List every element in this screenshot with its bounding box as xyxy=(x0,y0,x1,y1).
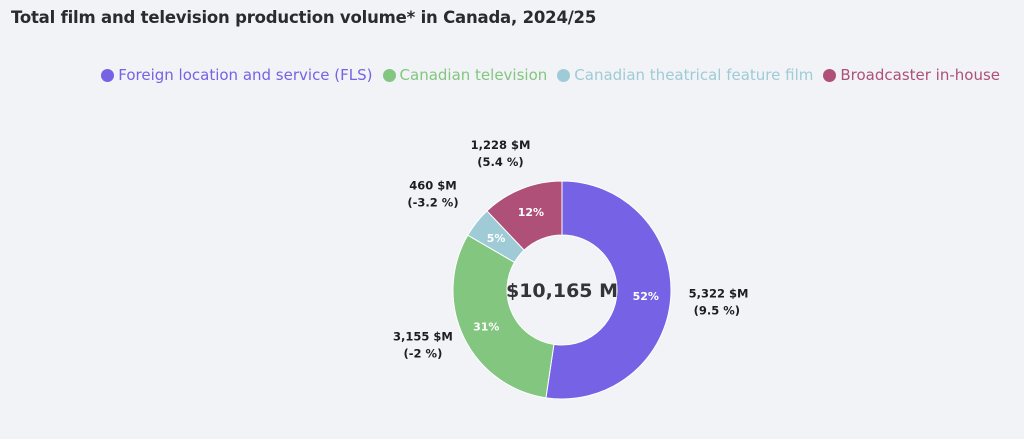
donut-slice-fls[interactable] xyxy=(545,180,672,400)
center-total-label: $10,165 M xyxy=(506,280,618,302)
slice-change-label: (-2 %) xyxy=(404,346,443,360)
slice-value-label: 1,228 $M xyxy=(471,138,531,152)
legend-label: Canadian theatrical feature film xyxy=(574,66,814,84)
legend-label: Canadian television xyxy=(399,66,548,84)
donut-slice-broadcaster-in-house[interactable] xyxy=(486,180,563,251)
legend-dot-icon xyxy=(557,68,571,82)
slice-percent-label: 52% xyxy=(633,290,659,303)
legend-label: Broadcaster in-house xyxy=(840,66,1000,84)
chart-title: Total film and television production vol… xyxy=(11,8,597,27)
legend-dot-icon xyxy=(382,68,396,82)
slice-change-label: (5.4 %) xyxy=(477,155,523,169)
slice-value-label: 5,322 $M xyxy=(689,286,749,300)
chart-legend: Foreign location and service (FLS) Canad… xyxy=(101,66,1000,84)
legend-dot-icon xyxy=(823,68,837,82)
legend-label: Foreign location and service (FLS) xyxy=(118,66,373,84)
slice-percent-label: 31% xyxy=(473,320,499,333)
donut-slice-canadian-television[interactable] xyxy=(452,234,555,399)
legend-dot-icon xyxy=(101,68,115,82)
slice-value-label: 460 $M xyxy=(409,179,456,193)
slice-value-label: 3,155 $M xyxy=(393,329,453,343)
legend-item-broadcaster-in-house[interactable]: Broadcaster in-house xyxy=(823,66,1000,84)
legend-item-fls[interactable]: Foreign location and service (FLS) xyxy=(101,66,373,84)
slice-percent-label: 12% xyxy=(518,206,544,219)
slice-change-label: (9.5 %) xyxy=(694,303,740,317)
legend-item-canadian-theatrical[interactable]: Canadian theatrical feature film xyxy=(557,66,813,84)
slice-change-label: (-3.2 %) xyxy=(407,196,458,210)
legend-item-canadian-television[interactable]: Canadian television xyxy=(382,66,548,84)
slice-percent-label: 5% xyxy=(487,232,506,245)
